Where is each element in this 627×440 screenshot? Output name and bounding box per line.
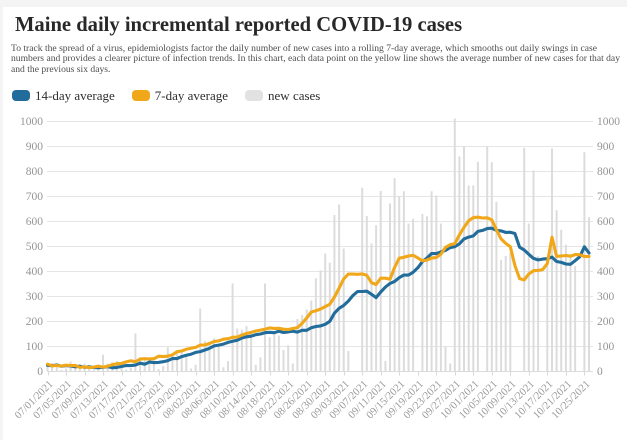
svg-text:100: 100 (597, 341, 615, 353)
svg-text:400: 400 (26, 266, 44, 278)
svg-text:900: 900 (597, 141, 615, 153)
svg-text:600: 600 (26, 216, 44, 228)
svg-text:600: 600 (597, 216, 615, 228)
svg-text:400: 400 (597, 266, 615, 278)
svg-text:0: 0 (597, 366, 603, 378)
svg-text:500: 500 (26, 241, 44, 253)
svg-text:800: 800 (26, 166, 44, 178)
svg-text:700: 700 (26, 191, 44, 203)
svg-text:200: 200 (597, 316, 615, 328)
svg-text:700: 700 (597, 191, 615, 203)
svg-text:500: 500 (597, 241, 615, 253)
svg-text:1000: 1000 (20, 116, 43, 128)
svg-text:800: 800 (597, 166, 615, 178)
svg-text:300: 300 (597, 291, 615, 303)
svg-text:900: 900 (26, 141, 44, 153)
svg-text:1000: 1000 (597, 116, 620, 128)
svg-text:200: 200 (26, 316, 44, 328)
svg-text:100: 100 (26, 341, 44, 353)
svg-text:0: 0 (37, 366, 43, 378)
svg-text:300: 300 (26, 291, 44, 303)
